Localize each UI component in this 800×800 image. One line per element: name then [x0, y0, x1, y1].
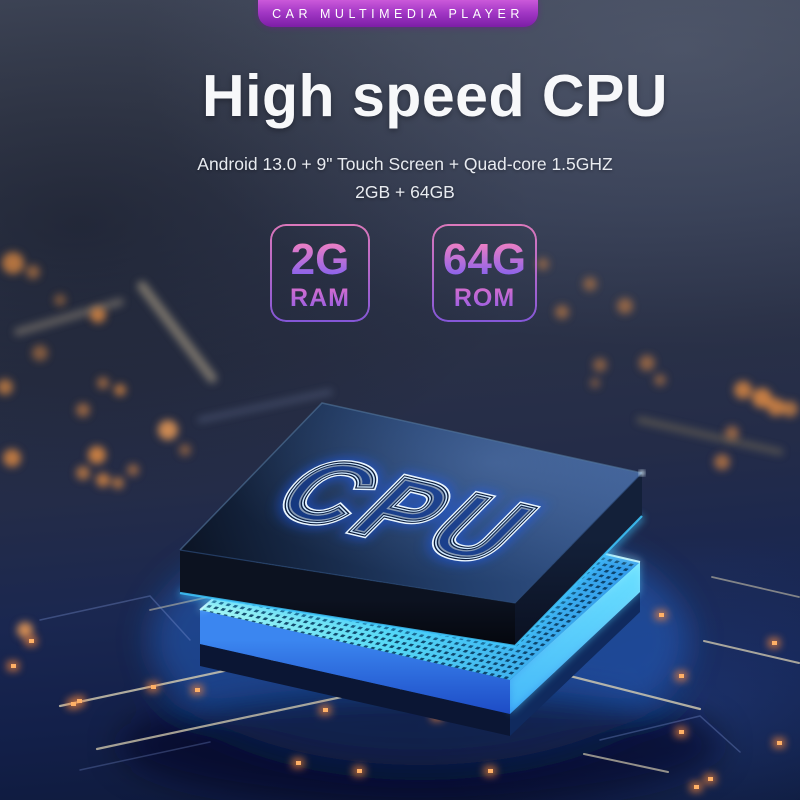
spec-subtitle: Android 13.0 + 9" Touch Screen + Quad-co… [5, 150, 800, 206]
rom-badge: 64G ROM [432, 224, 537, 322]
edge-glint [639, 470, 645, 476]
page-title: High speed CPU [202, 63, 668, 129]
top-ribbon: CAR MULTIMEDIA PLAYER [258, 0, 538, 27]
rom-label: ROM [453, 284, 516, 312]
rom-value: 64G [442, 235, 527, 284]
cpu-chip: CPU CPU CPU CPU [179, 402, 645, 650]
blurred-board-streaks [14, 281, 784, 456]
bokeh-lights [0, 252, 798, 638]
spec-line-1: Android 13.0 + 9" Touch Screen + Quad-co… [197, 154, 613, 174]
top-ribbon-label: CAR MULTIMEDIA PLAYER [272, 6, 524, 21]
ram-badge: 2G RAM [270, 224, 370, 322]
memory-badges: 2G RAM 64G ROM [0, 224, 800, 322]
board-leds [7, 610, 785, 792]
ram-value: 2G [290, 235, 350, 284]
ram-label: RAM [290, 284, 350, 312]
spec-line-2: 2GB + 64GB [355, 182, 455, 202]
